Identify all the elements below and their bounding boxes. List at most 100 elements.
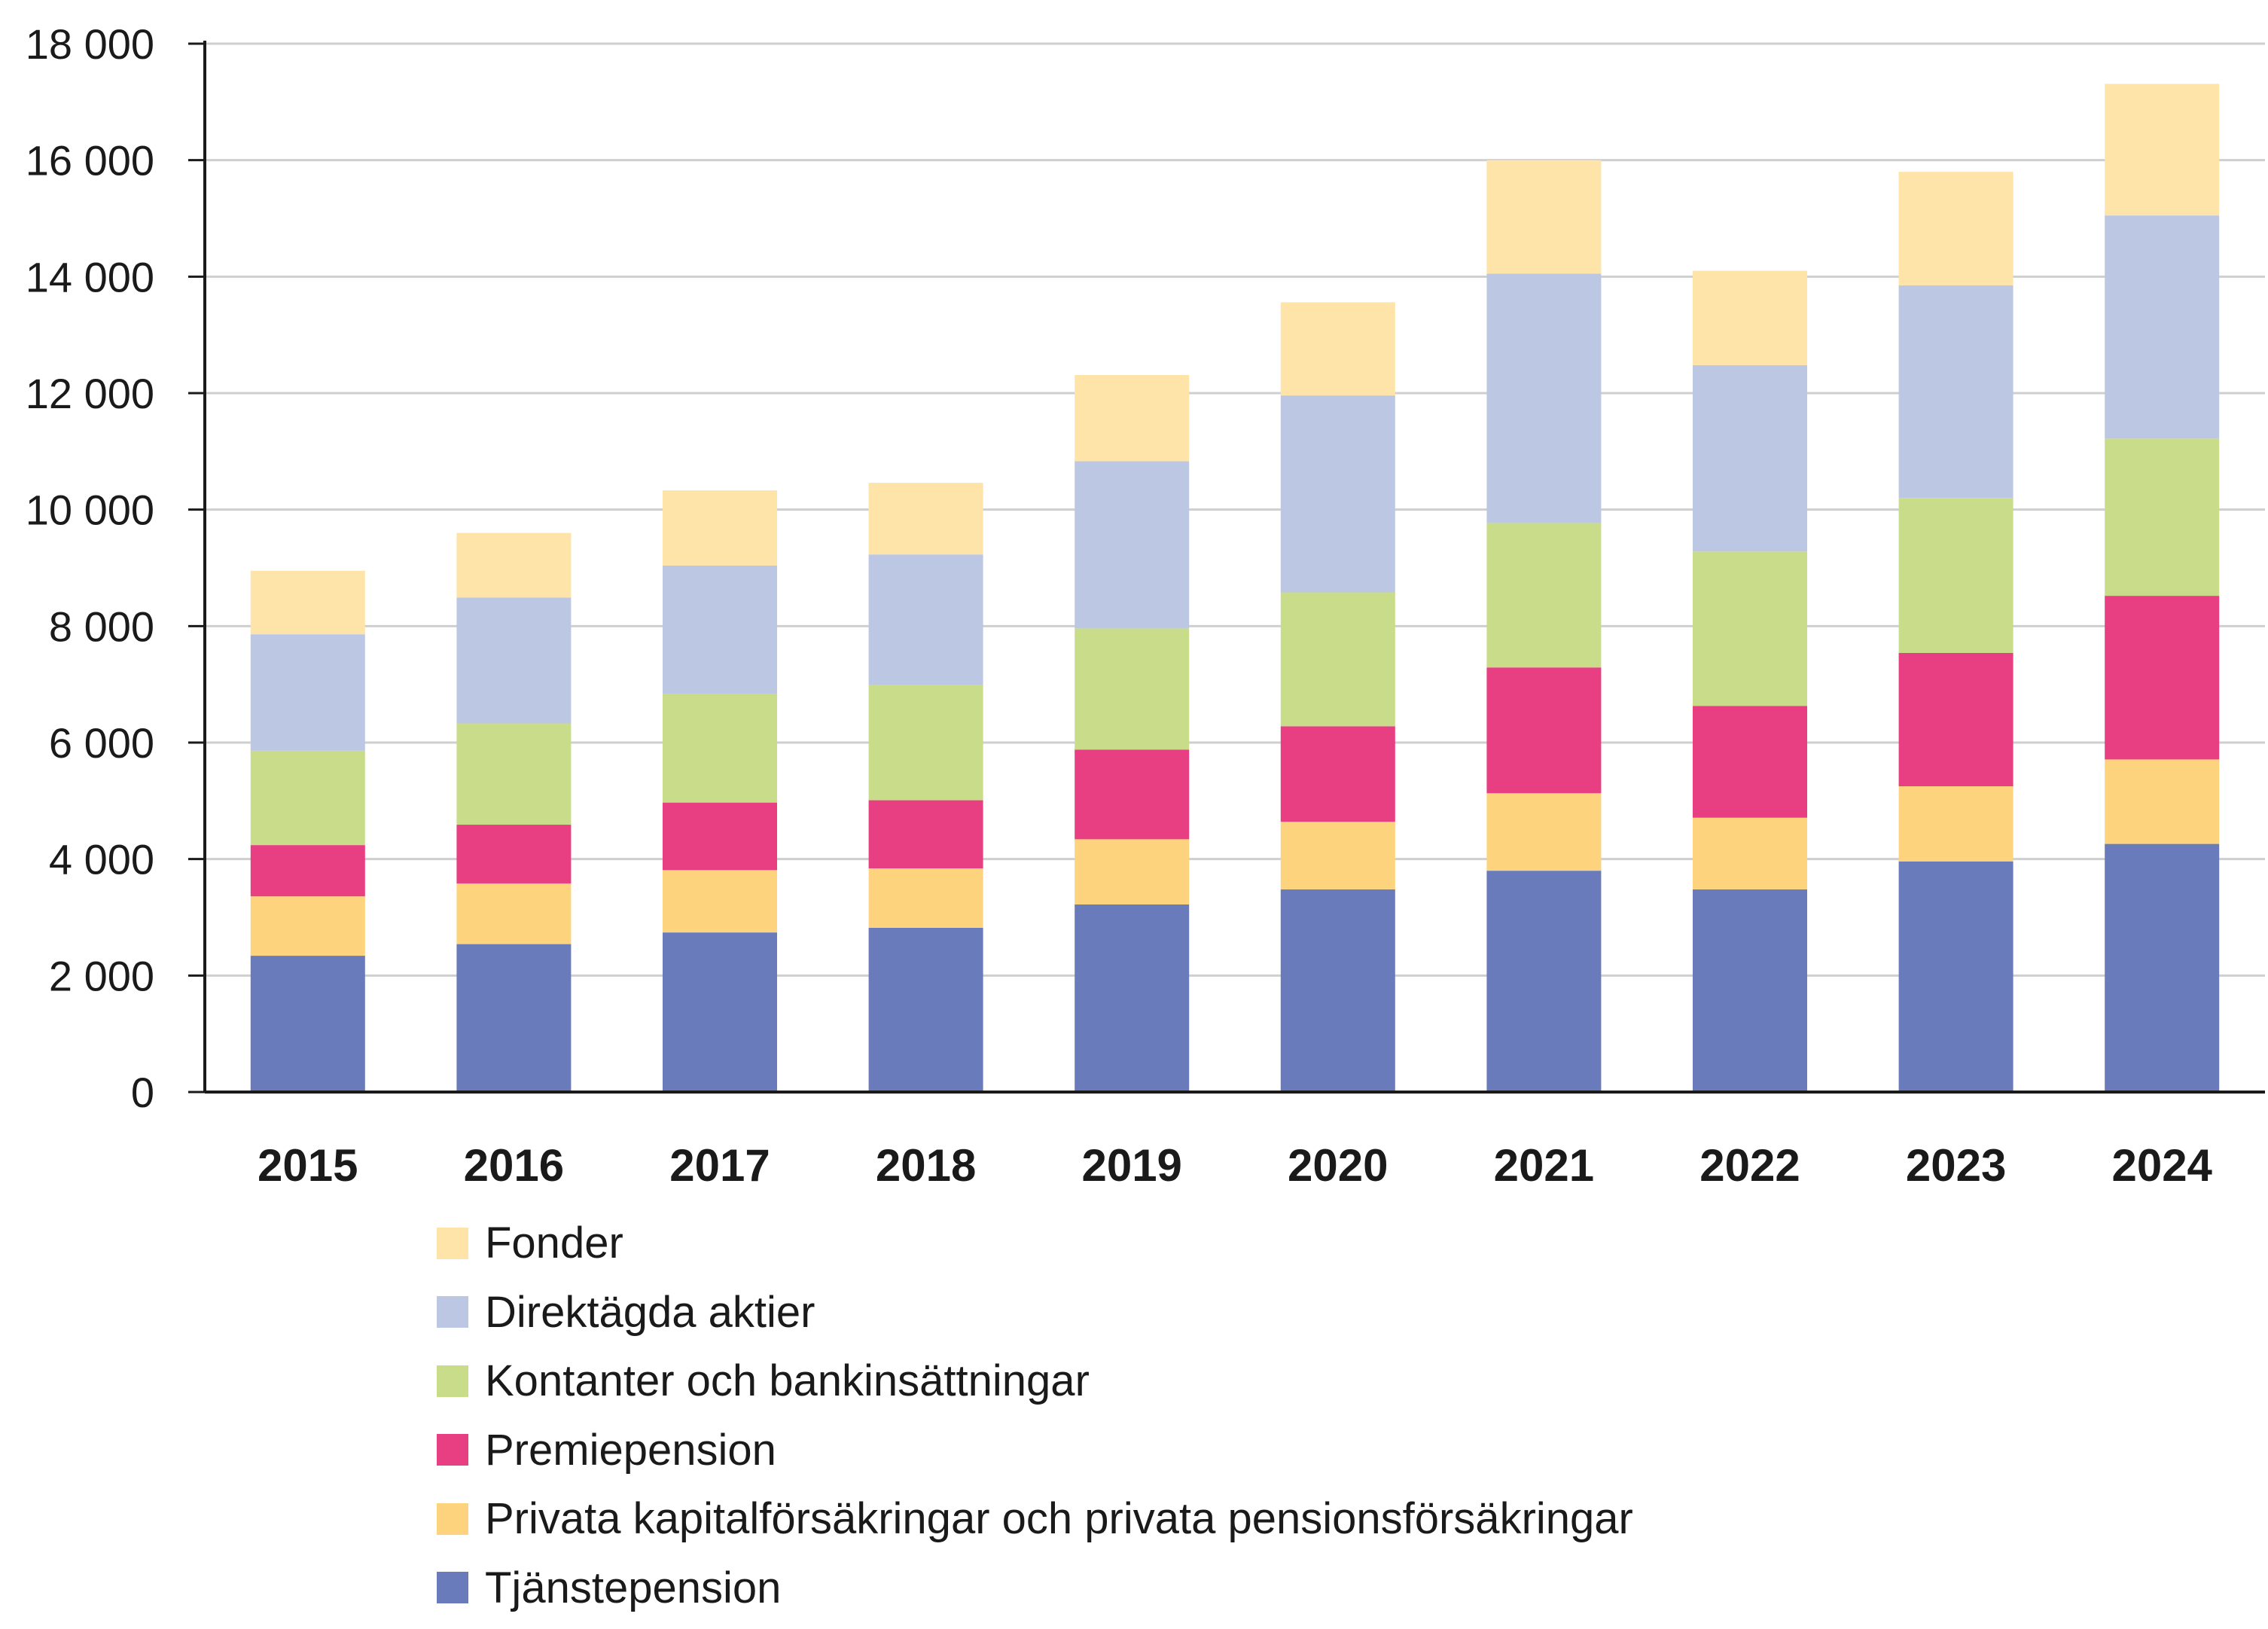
bar-segment [663, 932, 777, 1092]
legend-label: Premiepension [485, 1425, 776, 1475]
bar-segment [1693, 365, 1807, 552]
legend-label: Fonder [485, 1219, 623, 1268]
bar-segment [1898, 861, 2013, 1092]
bar-segment [1898, 172, 2013, 285]
y-tick-label: 10 000 [26, 487, 154, 534]
bar-segment [1898, 285, 2013, 499]
bar-segment [1486, 667, 1602, 794]
legend-swatch [437, 1227, 468, 1259]
y-tick-label: 2 000 [49, 952, 154, 999]
bar-segment [1280, 592, 1395, 727]
bar-segment [1693, 270, 1807, 365]
bar-segment [1280, 822, 1395, 889]
legend-swatch [437, 1365, 468, 1397]
y-tick-label: 18 000 [26, 20, 154, 68]
bar-segment [663, 565, 777, 694]
bar-segment [1075, 461, 1190, 629]
x-tick-label: 2021 [1494, 1140, 1594, 1191]
legend-item: Privata kapitalförsäkringar och privata … [437, 1484, 1633, 1554]
bar-segment [1280, 726, 1395, 822]
legend-label: Privata kapitalförsäkringar och privata … [485, 1494, 1633, 1544]
legend: Fonder Direktägda aktier Kontanter och ban… [437, 1209, 1633, 1622]
bar-segment [1280, 302, 1395, 396]
legend-item: Kontanter och bankinsättningar [437, 1347, 1633, 1416]
x-tick-label: 2023 [1906, 1140, 2006, 1191]
bar-segment [1693, 817, 1807, 889]
bar-segment [1280, 395, 1395, 593]
x-tick-label: 2018 [876, 1140, 976, 1191]
bar-segment [456, 883, 572, 944]
bar-segment [456, 944, 572, 1092]
y-tick-label: 4 000 [49, 836, 154, 883]
bar-segment [868, 927, 983, 1092]
bar-segment [250, 845, 365, 897]
x-tick-label: 2019 [1081, 1140, 1181, 1191]
legend-item: Direktägda aktier [437, 1278, 1633, 1347]
bar-segment [250, 956, 365, 1092]
bar-segment [2105, 438, 2220, 596]
legend-item: Premiepension [437, 1416, 1633, 1485]
bar-segment [1693, 889, 1807, 1092]
bar-segment [868, 685, 983, 801]
bar-segment [1486, 523, 1602, 668]
legend-item: Tjänstepension [437, 1554, 1633, 1623]
bar-segment [868, 868, 983, 928]
bar-segment [250, 570, 365, 635]
x-tick-label: 2020 [1288, 1140, 1388, 1191]
y-tick-label: 6 000 [49, 719, 154, 767]
bar-segment [663, 802, 777, 871]
bar-segment [1898, 786, 2013, 862]
bar-segment [1693, 551, 1807, 706]
x-tick-label: 2022 [1699, 1140, 1800, 1191]
bar-segment [1486, 273, 1602, 523]
bars [250, 84, 2220, 1092]
legend-label: Tjänstepension [485, 1563, 782, 1612]
x-axis: 2015 2016 2017 2018 2019 2020 2021 2022 2023 2024 [205, 1091, 2265, 1191]
bar-segment [1075, 749, 1190, 840]
legend-swatch [437, 1434, 468, 1466]
bar-segment [250, 750, 365, 846]
bar-segment [663, 870, 777, 933]
bar-segment [868, 483, 983, 555]
bar-segment [1280, 889, 1395, 1092]
legend-swatch [437, 1296, 468, 1329]
y-axis: 0 2 000 4 000 6 000 8 000 10 000 12 000 14 000 1… [26, 20, 206, 1116]
bar-segment [663, 490, 777, 566]
bar-segment [868, 800, 983, 869]
bar-segment [1075, 839, 1190, 904]
legend-swatch [437, 1502, 468, 1535]
bar-segment [1075, 628, 1190, 750]
bar-segment [2105, 84, 2220, 216]
bar-segment [2105, 843, 2220, 1092]
y-tick-label: 12 000 [26, 370, 154, 417]
bar-segment [1898, 498, 2013, 653]
bar-segment [456, 532, 572, 598]
y-tick-label: 14 000 [26, 253, 154, 300]
bar-segment [1486, 793, 1602, 871]
legend-label: Kontanter och bankinsättningar [485, 1356, 1090, 1406]
bar-segment [663, 694, 777, 803]
bar-segment [2105, 215, 2220, 439]
legend-swatch [437, 1572, 468, 1604]
x-tick-label: 2024 [2111, 1140, 2212, 1191]
bar-segment [1075, 375, 1190, 462]
bar-segment [2105, 759, 2220, 844]
bar-segment [250, 896, 365, 956]
bar-segment [1486, 871, 1602, 1092]
y-tick-label: 16 000 [26, 137, 154, 185]
bar-segment [1898, 652, 2013, 786]
stacked-bar-chart: 0 2 000 4 000 6 000 8 000 10 000 12 000 14 000 1… [26, 20, 2265, 1191]
bar-segment [456, 723, 572, 825]
bar-segment [1075, 904, 1190, 1092]
bar-segment [456, 597, 572, 724]
bar-segment [456, 825, 572, 884]
bar-segment [1486, 160, 1602, 274]
y-tick-label: 0 [131, 1069, 154, 1116]
legend-label: Direktägda aktier [485, 1287, 815, 1337]
bar-segment [1693, 706, 1807, 818]
x-tick-label: 2017 [669, 1140, 770, 1191]
x-tick-label: 2015 [258, 1140, 358, 1191]
bar-segment [2105, 596, 2220, 760]
bar-segment [868, 554, 983, 685]
legend-item: Fonder [437, 1209, 1633, 1278]
